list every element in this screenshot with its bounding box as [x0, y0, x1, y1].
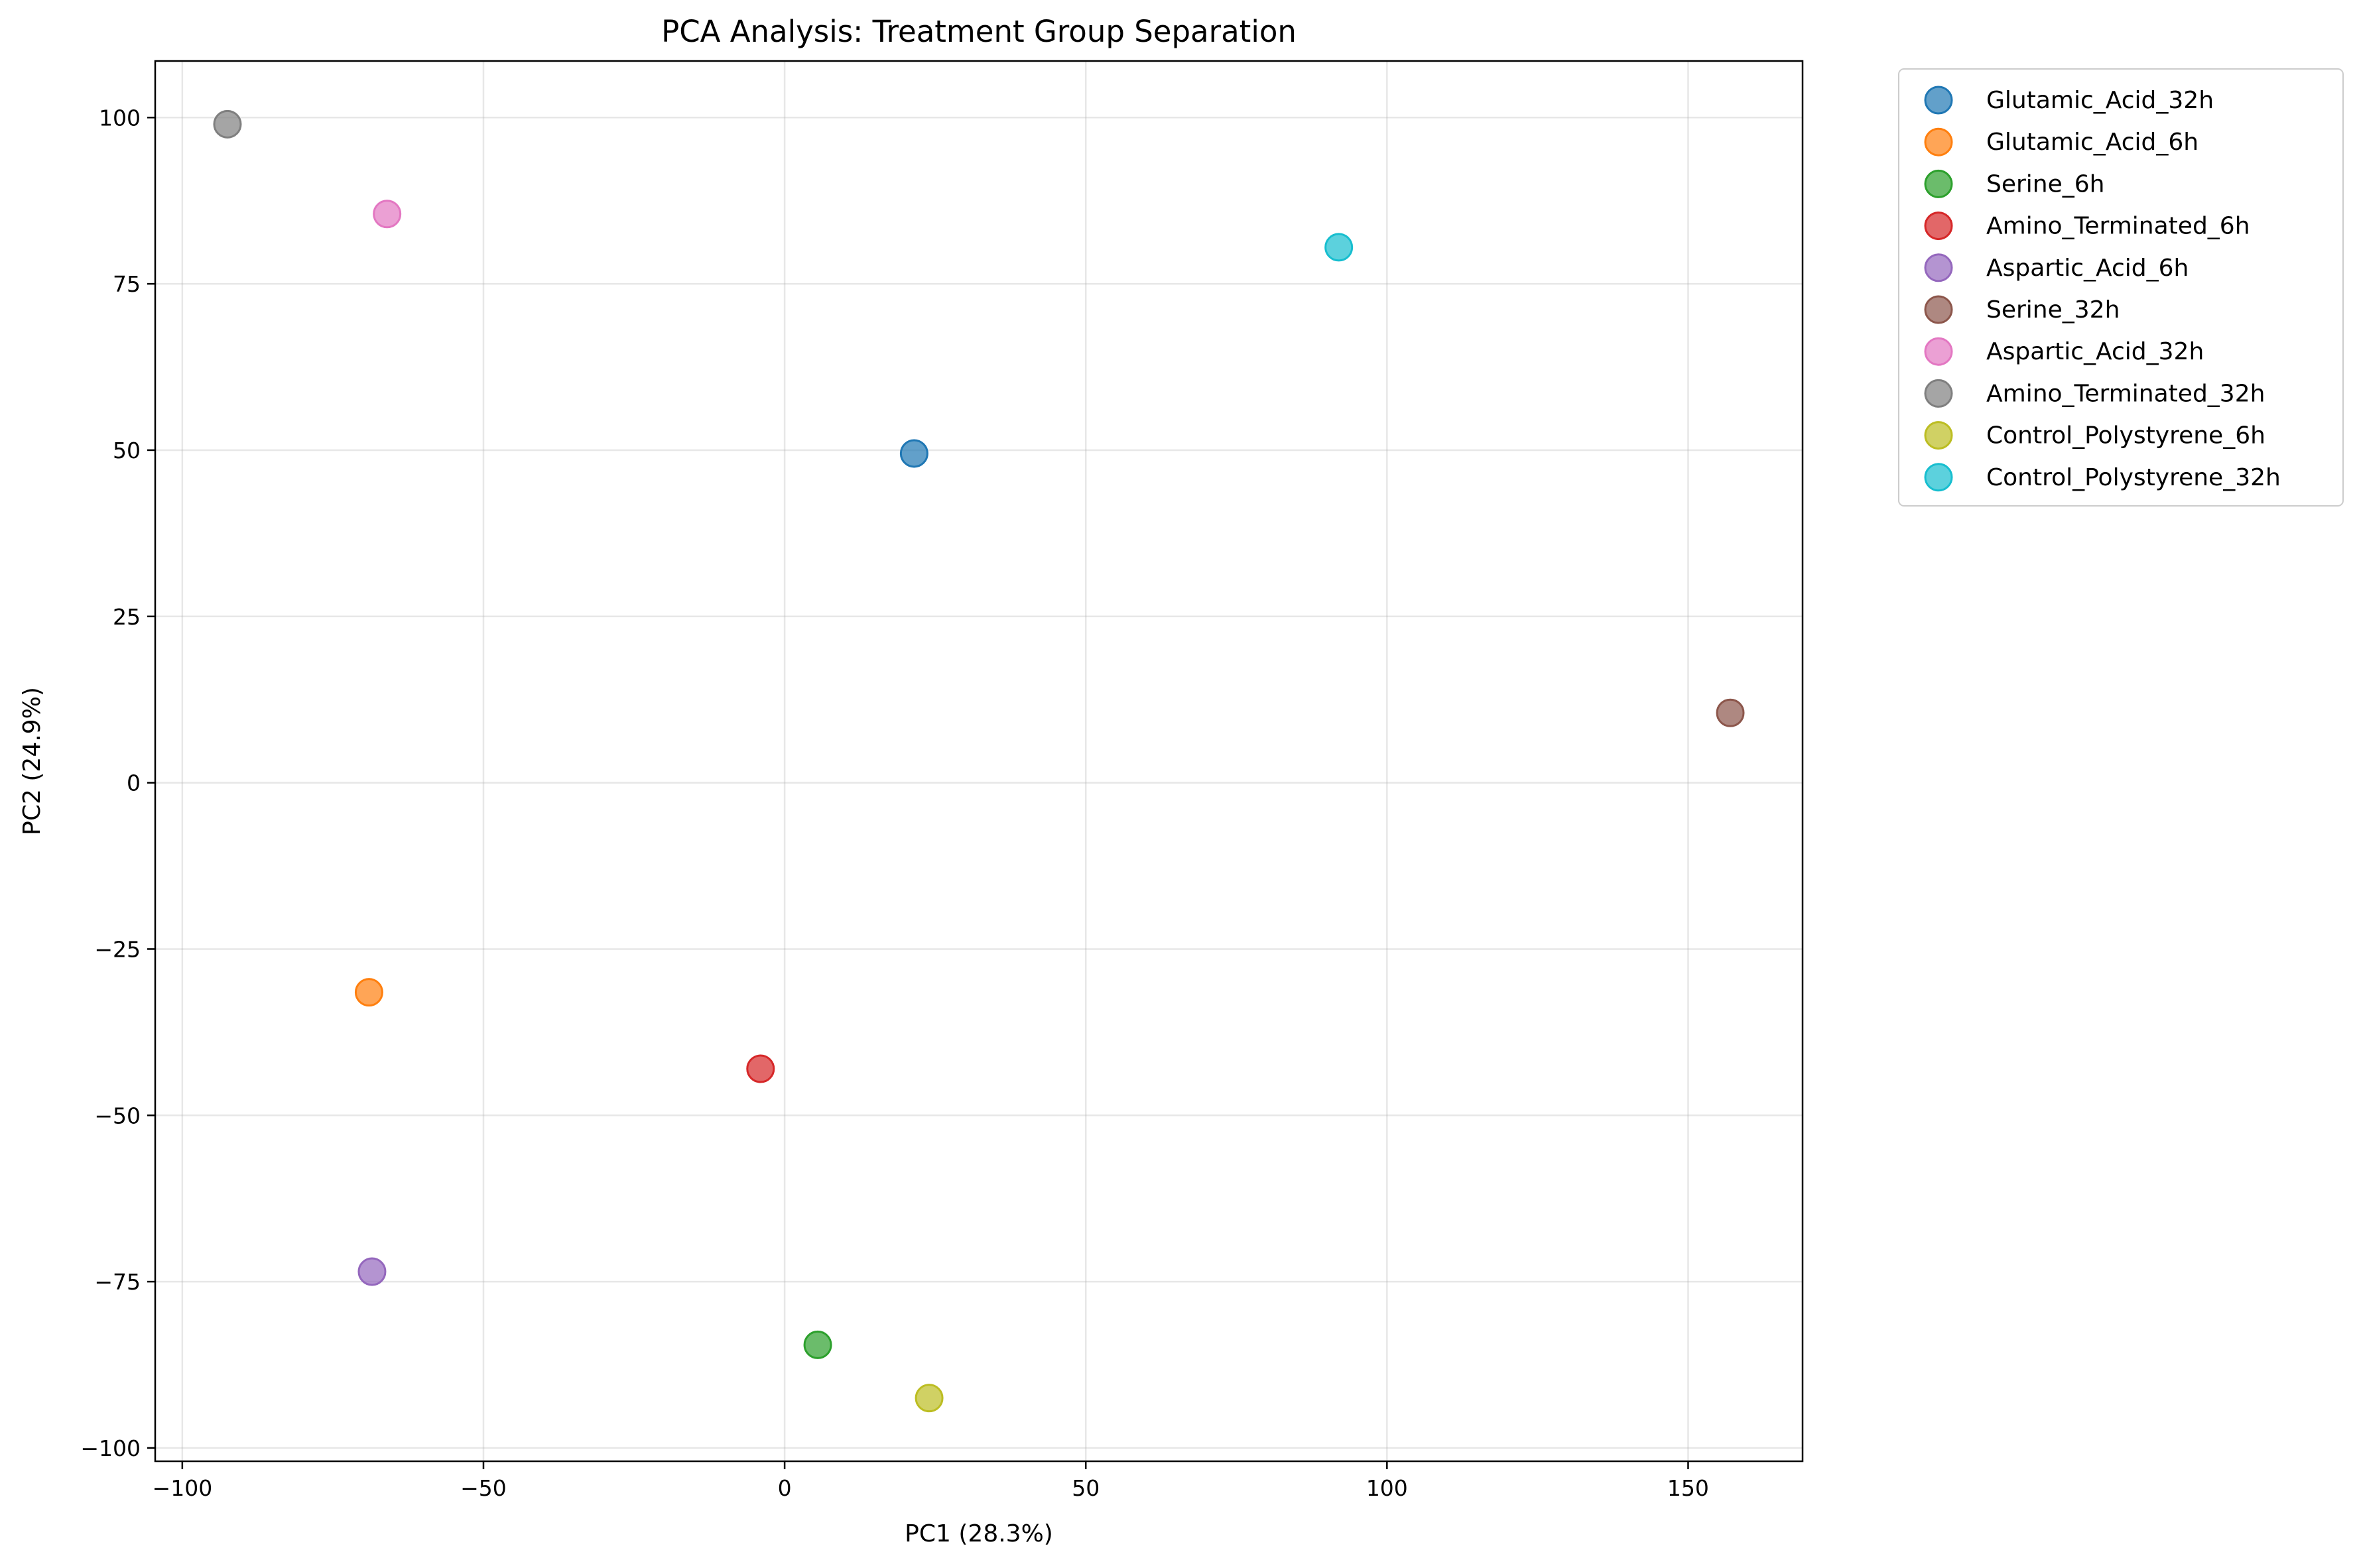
- legend-marker: [1924, 127, 1953, 156]
- y-tick-label: 100: [99, 105, 141, 131]
- data-points: [213, 109, 1745, 1413]
- data-point-amino-terminated-32h: [213, 109, 242, 139]
- y-tick-label: −50: [94, 1103, 141, 1128]
- x-tick-label: −50: [460, 1475, 507, 1501]
- legend-label: Glutamic_Acid_32h: [1986, 87, 2214, 114]
- data-point-serine-6h: [803, 1330, 832, 1359]
- y-tick-label: 50: [113, 438, 141, 463]
- y-tick-label: −75: [94, 1269, 141, 1295]
- y-tick-label: 75: [113, 271, 141, 297]
- y-axis-label: PC2 (24.9%): [19, 687, 46, 835]
- x-tick-label: −100: [153, 1475, 213, 1501]
- legend: Glutamic_Acid_32h Glutamic_Acid_6h Serine_…: [1898, 68, 2344, 507]
- chart-title: PCA Analysis: Treatment Group Separation: [661, 14, 1297, 49]
- data-point-glutamic-acid-32h: [899, 439, 928, 468]
- data-point-aspartic-acid-32h: [373, 200, 402, 229]
- y-tick-label: −100: [80, 1435, 141, 1461]
- legend-label: Control_Polystyrene_32h: [1986, 464, 2281, 491]
- y-tick-label: 25: [113, 604, 141, 630]
- y-tick-label: −25: [94, 936, 141, 962]
- axis-ticks: −100 −50 0 50 100 150 −100 −75 −50 −25 0 25 50 75 100: [80, 105, 1709, 1501]
- legend-marker: [1924, 169, 1953, 198]
- data-point-control-polystyrene-6h: [915, 1384, 944, 1413]
- plot-area-frame: [154, 60, 1804, 1463]
- y-tick-label: 0: [127, 770, 141, 796]
- legend-label: Serine_6h: [1986, 170, 2105, 198]
- legend-label: Glutamic_Acid_6h: [1986, 129, 2198, 156]
- x-tick-label: 100: [1366, 1475, 1408, 1501]
- legend-marker: [1924, 379, 1953, 408]
- grid-lines: [155, 61, 1803, 1461]
- data-point-serine-32h: [1716, 698, 1745, 727]
- legend-label: Aspartic_Acid_6h: [1986, 255, 2189, 282]
- legend-label: Serine_32h: [1986, 296, 2120, 324]
- legend-label: Amino_Terminated_6h: [1986, 213, 2250, 240]
- data-point-control-polystyrene-32h: [1324, 233, 1354, 262]
- legend-label: Aspartic_Acid_32h: [1986, 338, 2204, 365]
- data-point-amino-terminated-6h: [746, 1054, 775, 1083]
- legend-marker: [1924, 211, 1953, 241]
- legend-marker: [1924, 337, 1953, 366]
- x-tick-label: 0: [778, 1475, 792, 1501]
- legend-label: Amino_Terminated_32h: [1986, 380, 2265, 407]
- legend-marker: [1924, 253, 1953, 282]
- legend-marker: [1924, 295, 1953, 324]
- x-tick-label: 150: [1667, 1475, 1709, 1501]
- legend-marker: [1924, 463, 1953, 492]
- x-axis-label: PC1 (28.3%): [905, 1520, 1053, 1547]
- legend-label: Control_Polystyrene_6h: [1986, 422, 2265, 450]
- legend-frame: [1898, 68, 2344, 507]
- legend-marker: [1924, 421, 1953, 450]
- x-tick-label: 50: [1072, 1475, 1100, 1501]
- data-point-aspartic-acid-6h: [357, 1257, 387, 1286]
- legend-marker: [1924, 86, 1953, 115]
- data-point-glutamic-acid-6h: [354, 978, 383, 1007]
